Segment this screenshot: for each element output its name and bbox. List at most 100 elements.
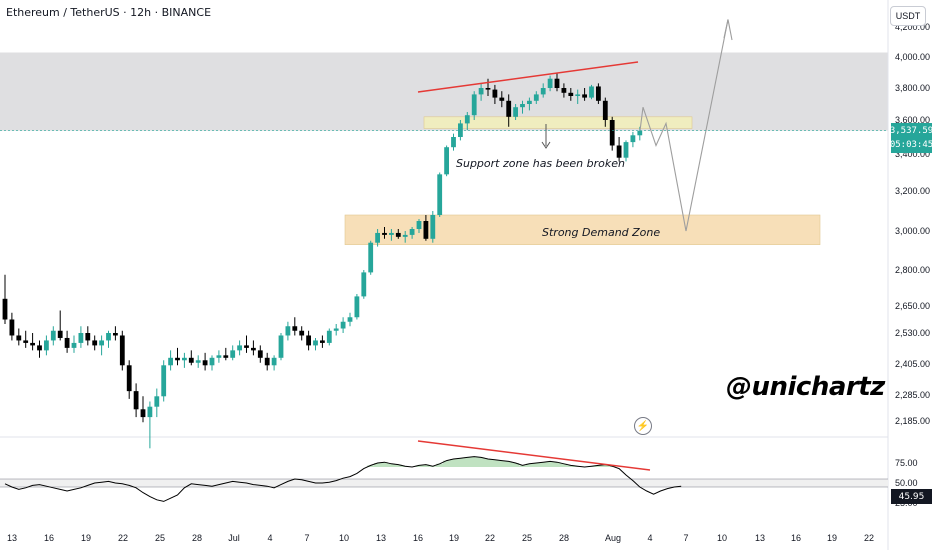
- watermark: @unichartz: [726, 372, 885, 402]
- candle-body: [64, 337, 70, 348]
- time-tick-label: 16: [413, 533, 423, 543]
- candle-body: [506, 100, 512, 117]
- price-tick-label: 3,600.00: [895, 115, 930, 125]
- candle-body: [430, 215, 436, 239]
- candle-body: [78, 333, 84, 343]
- candle-body: [57, 330, 63, 338]
- candle-body: [44, 340, 49, 351]
- candle-body: [223, 355, 229, 358]
- candle-body: [527, 100, 532, 104]
- candle-body: [126, 365, 132, 392]
- candle-body: [423, 221, 429, 239]
- rsi-band: [0, 479, 888, 487]
- candle-body: [368, 242, 374, 273]
- rsi-tick-label: 75.00: [895, 458, 918, 468]
- candle-body: [609, 120, 615, 146]
- candle-body: [492, 89, 498, 98]
- time-tick-label: 19: [827, 533, 837, 543]
- price-tick-label: 3,000.00: [895, 226, 930, 236]
- candle-body: [568, 92, 574, 96]
- time-tick-label: 13: [755, 533, 765, 543]
- price-tick-label: 4,200.00: [895, 22, 930, 32]
- candle-body: [547, 78, 553, 88]
- candle-body: [161, 365, 167, 397]
- time-tick-label: 16: [44, 533, 54, 543]
- candle-body: [195, 360, 201, 363]
- time-tick-label: 10: [339, 533, 349, 543]
- price-tick-label: 4,000.00: [895, 52, 930, 62]
- candle-body: [637, 130, 643, 136]
- candle-body: [147, 406, 153, 418]
- time-tick-label: 4: [647, 533, 652, 543]
- candle-body: [520, 104, 525, 108]
- candle-body: [540, 88, 546, 95]
- candle-body: [85, 333, 91, 341]
- candle-body: [299, 330, 305, 336]
- candle-body: [437, 174, 443, 215]
- price-tick-label: 3,200.00: [895, 186, 930, 196]
- projection-path: [639, 19, 729, 232]
- support-annotation: Support zone has been broken: [456, 157, 625, 170]
- candle-body: [230, 350, 236, 358]
- candle-body: [582, 94, 587, 98]
- candle-body: [285, 326, 291, 336]
- price-tick-label: 2,185.00: [895, 416, 930, 426]
- time-tick-label: 22: [864, 533, 874, 543]
- chart-title: Ethereum / TetherUS · 12h · BINANCE: [6, 6, 212, 19]
- candle-body: [375, 232, 380, 243]
- rsi-overbought-fill: [367, 456, 616, 467]
- candle-body: [471, 94, 477, 116]
- candle-body: [37, 345, 42, 351]
- price-tick-label: 3,800.00: [895, 83, 930, 93]
- time-tick-label: 28: [559, 533, 569, 543]
- time-tick-label: 13: [7, 533, 17, 543]
- time-tick-label: 16: [791, 533, 801, 543]
- rsi-line: [4, 456, 682, 502]
- candle-body: [554, 78, 560, 88]
- candle-body: [320, 340, 325, 343]
- candle-body: [278, 335, 284, 358]
- candle-body: [416, 221, 422, 229]
- candle-body: [409, 229, 415, 235]
- candle-body: [464, 115, 470, 124]
- candle-body: [216, 355, 222, 358]
- candle-body: [602, 100, 608, 120]
- candle-body: [478, 88, 484, 95]
- down-arrow-head: [541, 141, 551, 149]
- candle-body: [561, 88, 567, 93]
- lightning-icon[interactable]: ⚡: [634, 417, 652, 435]
- candle-body: [202, 360, 208, 366]
- candle-body: [513, 107, 518, 117]
- candle-body: [92, 340, 98, 346]
- candle-body: [623, 142, 629, 158]
- price-tick-label: 2,800.00: [895, 265, 930, 275]
- resistance-trendline: [417, 61, 639, 93]
- candle-body: [237, 345, 242, 351]
- candle-body: [313, 340, 318, 346]
- candle-body: [244, 345, 249, 348]
- candle-body: [133, 391, 139, 410]
- candle-body: [361, 272, 367, 297]
- candle-body: [340, 321, 346, 329]
- candle-body: [630, 135, 636, 143]
- candle-body: [292, 326, 298, 331]
- candle-body: [354, 296, 360, 318]
- demand-annotation: Strong Demand Zone: [542, 226, 661, 239]
- candle-body: [347, 317, 353, 322]
- time-tick-label: 7: [683, 533, 688, 543]
- price-tick-label: 2,285.00: [895, 390, 930, 400]
- time-tick-label: 4: [267, 533, 272, 543]
- projection-arrowhead: [723, 19, 733, 41]
- candle-body: [106, 333, 111, 341]
- candle-body: [451, 137, 456, 148]
- candle-body: [119, 335, 125, 366]
- price-badge-countdown: 05:03:45: [889, 140, 932, 150]
- candle-body: [251, 347, 256, 351]
- candle-body: [182, 357, 187, 361]
- price-tick-label: 2,650.00: [895, 301, 930, 311]
- candle-body: [402, 234, 408, 237]
- candle-body: [395, 232, 401, 237]
- candle-body: [99, 340, 104, 346]
- currency-button[interactable]: USDT: [890, 6, 926, 26]
